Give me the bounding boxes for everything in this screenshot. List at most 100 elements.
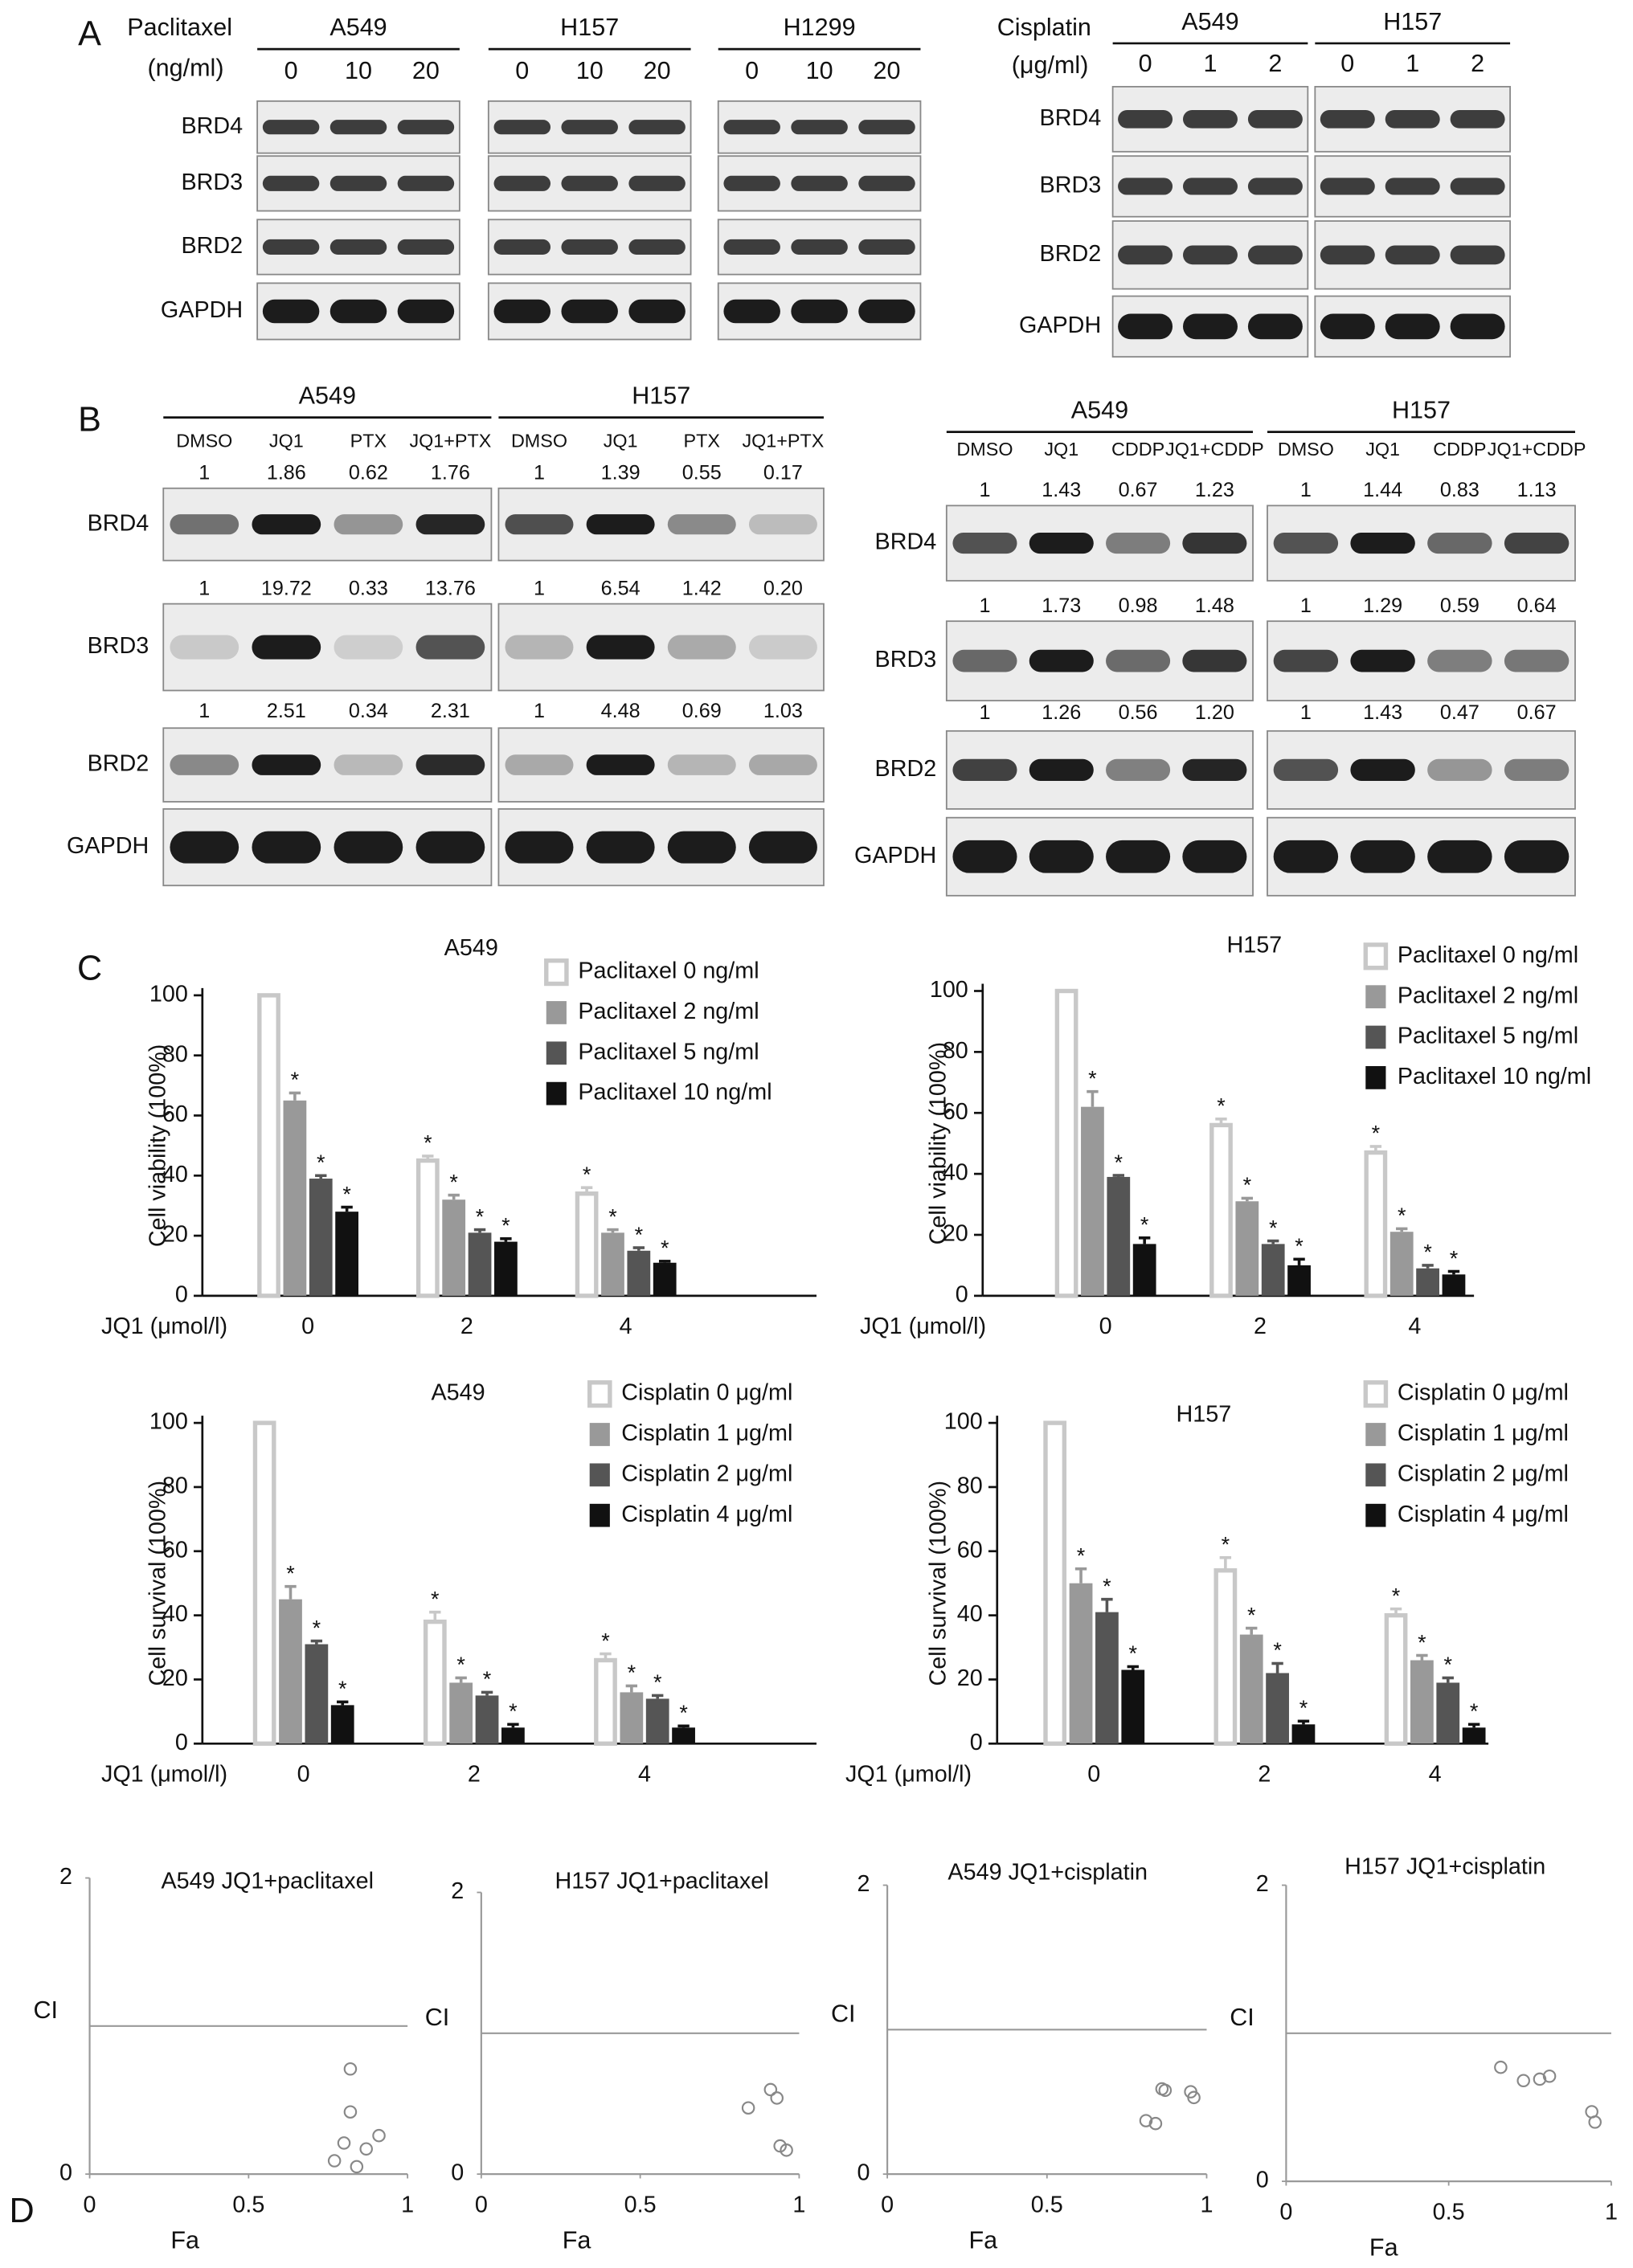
x-axis-label: JQ1 (μmol/l) xyxy=(101,1314,227,1339)
legend-swatch xyxy=(546,1081,567,1105)
band-quantification: 1.76 xyxy=(431,461,470,484)
band-quantification: 1 xyxy=(1300,479,1312,501)
bar xyxy=(309,1179,333,1296)
significance-mark: * xyxy=(291,1068,300,1092)
bar xyxy=(1291,1724,1316,1744)
lane-label: CDDP xyxy=(1111,439,1164,460)
legend-label: Paclitaxel 2 ng/ml xyxy=(578,999,759,1024)
band xyxy=(1504,758,1570,781)
lane-label: 1 xyxy=(1203,50,1217,77)
bar xyxy=(257,993,280,1298)
band xyxy=(628,120,686,135)
chart-title: A549 xyxy=(431,1380,485,1406)
y-tick-label: 0 xyxy=(59,2160,72,2186)
band xyxy=(1106,840,1171,873)
bar xyxy=(1462,1727,1486,1744)
bar xyxy=(627,1250,651,1296)
band xyxy=(1182,313,1238,340)
band xyxy=(952,532,1017,554)
bar xyxy=(1121,1669,1145,1744)
band xyxy=(334,831,403,864)
significance-mark: * xyxy=(1398,1203,1406,1228)
point xyxy=(1158,2083,1173,2098)
panel-label: C xyxy=(77,950,102,988)
significance-mark: * xyxy=(456,1653,465,1677)
band-quantification: 1.20 xyxy=(1195,701,1234,724)
band xyxy=(397,120,455,135)
band xyxy=(415,514,485,535)
band xyxy=(628,175,686,191)
protein-label: BRD2 xyxy=(1040,241,1102,267)
significance-mark: * xyxy=(501,1214,510,1238)
band xyxy=(334,514,403,535)
cell-line-label: H157 xyxy=(632,382,690,410)
point xyxy=(343,2062,358,2076)
treatment-label: Cisplatin xyxy=(997,14,1091,41)
y-tick-label: 60 xyxy=(162,1537,188,1563)
significance-mark: * xyxy=(1217,1094,1226,1118)
bar xyxy=(442,1199,466,1296)
y-axis-label: CI xyxy=(33,1996,58,2024)
band xyxy=(628,299,686,324)
bar xyxy=(279,1599,302,1744)
bar xyxy=(475,1695,499,1744)
band xyxy=(1182,245,1238,265)
lane-label: 0 xyxy=(284,57,298,84)
band xyxy=(1504,649,1570,672)
bar xyxy=(1095,1612,1119,1744)
significance-mark: * xyxy=(1372,1122,1381,1146)
y-tick-label: 0 xyxy=(451,2160,464,2186)
bar xyxy=(1389,1232,1414,1296)
x-tick-label: 0 xyxy=(1087,1761,1100,1787)
significance-mark: * xyxy=(1247,1603,1256,1627)
band xyxy=(1118,178,1173,195)
band xyxy=(791,239,848,255)
band xyxy=(748,514,817,535)
significance-mark: * xyxy=(1222,1533,1230,1557)
legend-swatch xyxy=(546,1041,567,1065)
band-quantification: 1 xyxy=(979,595,990,617)
legend-label: Cisplatin 2 μg/ml xyxy=(1398,1461,1569,1486)
legend-swatch xyxy=(1365,1025,1386,1049)
blot-frame xyxy=(497,603,825,692)
bar xyxy=(1266,1673,1289,1744)
legend-label: Cisplatin 1 μg/ml xyxy=(621,1420,792,1446)
band-quantification: 1.86 xyxy=(267,461,306,484)
band xyxy=(1320,313,1375,340)
protein-label: BRD4 xyxy=(875,529,937,555)
legend-label: Paclitaxel 2 ng/ml xyxy=(1398,983,1578,1008)
x-tick-label: 4 xyxy=(1408,1314,1421,1339)
significance-mark: * xyxy=(449,1170,458,1194)
legend-swatch xyxy=(544,958,569,987)
band xyxy=(334,754,403,775)
bar xyxy=(1043,1420,1067,1746)
x-axis-label: Fa xyxy=(170,2227,199,2254)
point xyxy=(1139,2114,1153,2127)
band-quantification: 0.59 xyxy=(1440,595,1480,617)
bar xyxy=(1384,1612,1408,1746)
band xyxy=(1247,313,1303,340)
cell-line-label: A549 xyxy=(329,14,387,41)
band-quantification: 1.48 xyxy=(1195,595,1234,617)
x-tick-label: 0 xyxy=(84,2192,96,2217)
x-axis-label: JQ1 (μmol/l) xyxy=(101,1761,227,1787)
band-quantification: 0.67 xyxy=(1517,701,1557,724)
band xyxy=(252,514,321,535)
band xyxy=(493,239,551,255)
bar xyxy=(653,1262,677,1296)
lane-label: 10 xyxy=(576,57,604,84)
chart-title: H157 xyxy=(1226,932,1282,958)
lane-label: 10 xyxy=(806,57,833,84)
legend-label: Paclitaxel 0 ng/ml xyxy=(1398,942,1578,968)
x-tick-label: 0 xyxy=(297,1761,310,1787)
x-tick-label: 4 xyxy=(638,1761,651,1787)
y-tick-label: 20 xyxy=(943,1221,968,1247)
band-quantification: 1.03 xyxy=(763,700,803,722)
band xyxy=(667,831,736,864)
band-quantification: 0.69 xyxy=(682,700,722,722)
bar xyxy=(1235,1201,1259,1296)
band-quantification: 1.29 xyxy=(1363,595,1402,617)
x-axis-label: JQ1 (μmol/l) xyxy=(860,1314,986,1339)
band-quantification: 0.17 xyxy=(763,461,803,484)
band xyxy=(1029,758,1094,781)
